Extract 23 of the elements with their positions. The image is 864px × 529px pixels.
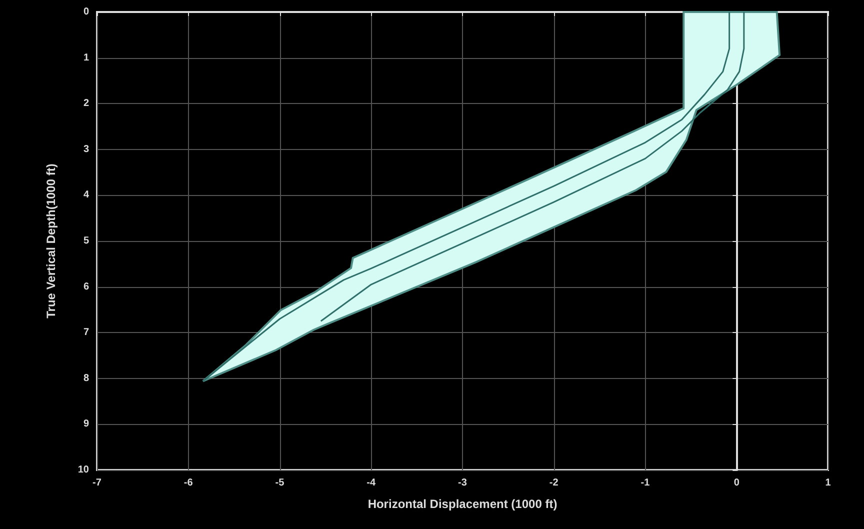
x-tick-label: -4 xyxy=(366,478,376,488)
x-axis-title: Horizontal Displacement (1000 ft) xyxy=(368,497,558,511)
x-tick-label: -2 xyxy=(549,478,559,488)
y-tick-label: 10 xyxy=(78,464,90,476)
y-tick-label: 6 xyxy=(83,281,90,292)
y-tick-label: 0 xyxy=(83,6,90,18)
y-tick-label: 8 xyxy=(83,372,90,384)
x-tick-label: -5 xyxy=(275,478,285,488)
y-tick-label: 7 xyxy=(83,327,90,338)
x-tick-label: -6 xyxy=(184,478,194,488)
y-tick-label: 5 xyxy=(83,236,90,246)
y-tick-label: 9 xyxy=(83,418,90,430)
y-tick-label: 2 xyxy=(83,98,90,110)
x-tick-label: -1 xyxy=(640,478,650,488)
x-tick-label: 1 xyxy=(825,478,832,488)
x-tick-label: -7 xyxy=(92,478,102,488)
y-tick-label: 1 xyxy=(83,52,90,64)
y-axis-title: True Vertical Depth(1000 ft) xyxy=(44,164,58,318)
line-series xyxy=(320,11,745,322)
x-tick-label: -3 xyxy=(458,478,468,488)
y-tick-label: 3 xyxy=(83,144,90,155)
x-tick-label: 0 xyxy=(734,478,740,488)
y-tick-label: 4 xyxy=(83,190,90,201)
